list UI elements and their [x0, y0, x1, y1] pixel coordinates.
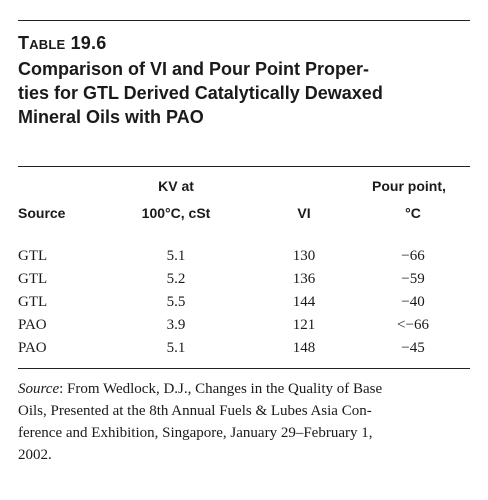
column-header-source: Source [18, 205, 66, 221]
cell-pour-point: −59 [401, 271, 425, 287]
cell-source: GTL [18, 271, 48, 287]
source-note: Source: From Wedlock, D.J., Changes in t… [18, 378, 470, 466]
source-note-lead: Source [18, 381, 60, 397]
cell-pour-point: <−66 [397, 317, 429, 333]
cell-source: GTL [18, 248, 48, 264]
column-header-kv-line2: 100°C, cSt [141, 205, 211, 221]
column-header-vi: VI [297, 205, 311, 221]
cell-kv: 3.9 [166, 317, 186, 333]
cell-source: PAO [18, 317, 47, 333]
table-title: Comparison of VI and Pour Point Proper- … [18, 57, 470, 129]
source-note-line: 2002. [18, 447, 52, 463]
table-bottom-rule [18, 368, 470, 369]
cell-kv: 5.2 [166, 271, 186, 287]
table-title-line: Mineral Oils with PAO [18, 107, 204, 127]
table-label: Table 19.6 [18, 33, 107, 53]
header-divider-rule [18, 166, 470, 167]
source-note-text: : From Wedlock, D.J., Changes in the Qua… [59, 381, 383, 397]
cell-vi: 144 [292, 294, 316, 310]
cell-vi: 130 [292, 248, 316, 264]
column-header-pour-point-line2: °C [405, 205, 421, 221]
cell-vi: 121 [292, 317, 316, 333]
table-top-rule [18, 20, 470, 21]
column-header-pour-point-line1: Pour point, [372, 178, 446, 194]
table-title-line: Comparison of VI and Pour Point Proper- [18, 59, 370, 79]
source-note-line: Source: From Wedlock, D.J., Changes in t… [18, 378, 470, 400]
cell-source: PAO [18, 340, 47, 356]
cell-kv: 5.5 [166, 294, 186, 310]
source-note-line: Oils, Presented at the 8th Annual Fuels … [18, 403, 372, 419]
column-header-kv-line1: KV at [158, 178, 194, 194]
cell-source: GTL [18, 294, 48, 310]
cell-kv: 5.1 [166, 340, 186, 356]
source-note-line: ference and Exhibition, Singapore, Janua… [18, 425, 373, 441]
cell-vi: 148 [292, 340, 316, 356]
cell-pour-point: −66 [401, 248, 425, 264]
table-title-line: ties for GTL Derived Catalytically Dewax… [18, 83, 383, 103]
cell-pour-point: −45 [401, 340, 425, 356]
cell-kv: 5.1 [166, 248, 186, 264]
cell-vi: 136 [292, 271, 316, 287]
cell-pour-point: −40 [401, 294, 425, 310]
